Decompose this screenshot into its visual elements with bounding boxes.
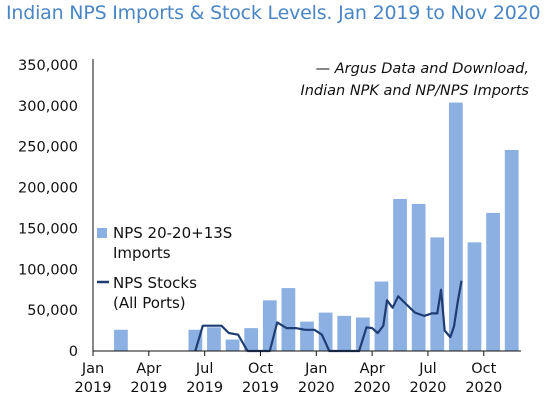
y-tick-label: 50,000 [27,303,78,319]
bar-sep-2020 [467,242,482,351]
y-tick-label: 200,000 [18,181,78,197]
x-tick-month: Oct [248,361,273,377]
x-tick-year: 2019 [186,380,223,396]
bar-jul-2019 [207,327,221,351]
bar-jan-2020 [318,312,333,351]
bar-oct-2020 [486,212,500,351]
x-tick-month: Jul [195,361,214,377]
x-tick-year: 2020 [410,380,447,396]
bar-oct-2019 [262,300,277,351]
x-tick-month: Apr [360,361,385,377]
x-tick-month: Jan [81,361,104,377]
bar-nov-2019 [281,288,296,351]
x-tick-year: 2020 [465,380,502,396]
bar-jun-2019 [188,329,203,351]
legend-label-stocks: (All Ports) [113,294,186,312]
bar-jun-2020 [411,203,426,351]
x-tick-month: Apr [136,361,161,377]
bar-jul-2020 [430,237,445,351]
x-tick-year: 2020 [354,380,391,396]
source-note-line: Indian NPK and NP/NPS Imports [300,83,529,99]
y-tick-label: 0 [69,344,78,360]
x-tick-year: 2019 [242,380,279,396]
bar-dec-2019 [300,321,314,351]
x-tick-month: Oct [471,361,496,377]
bar-mar-2020 [355,317,370,351]
x-tick-year: 2019 [75,380,112,396]
source-note-line: — Argus Data and Download, [316,61,529,77]
y-tick-label: 150,000 [18,221,78,237]
bar-aug-2019 [225,339,240,351]
legend-label-imports: Imports [113,244,171,262]
bar-may-2020 [393,199,407,351]
bar-sep-2019 [244,328,259,351]
bar-nov-2020 [504,149,519,351]
x-tick-year: 2019 [130,380,167,396]
legend-label-stocks: NPS Stocks [113,274,197,292]
bar-feb-2019 [114,329,128,351]
legend-swatch-imports [97,228,107,238]
y-tick-label: 300,000 [18,99,78,115]
bar-apr-2020 [374,281,389,351]
x-tick-year: 2020 [298,380,335,396]
x-tick-month: Jul [418,361,437,377]
y-tick-label: 350,000 [18,58,78,74]
x-tick-month: Jan [304,361,327,377]
chart-title: Indian NPS Imports & Stock Levels. Jan 2… [6,2,541,24]
y-tick-label: 250,000 [18,140,78,156]
legend-label-imports: NPS 20-20+13S [113,224,232,242]
bar-feb-2020 [337,315,352,351]
y-tick-label: 100,000 [18,262,78,278]
